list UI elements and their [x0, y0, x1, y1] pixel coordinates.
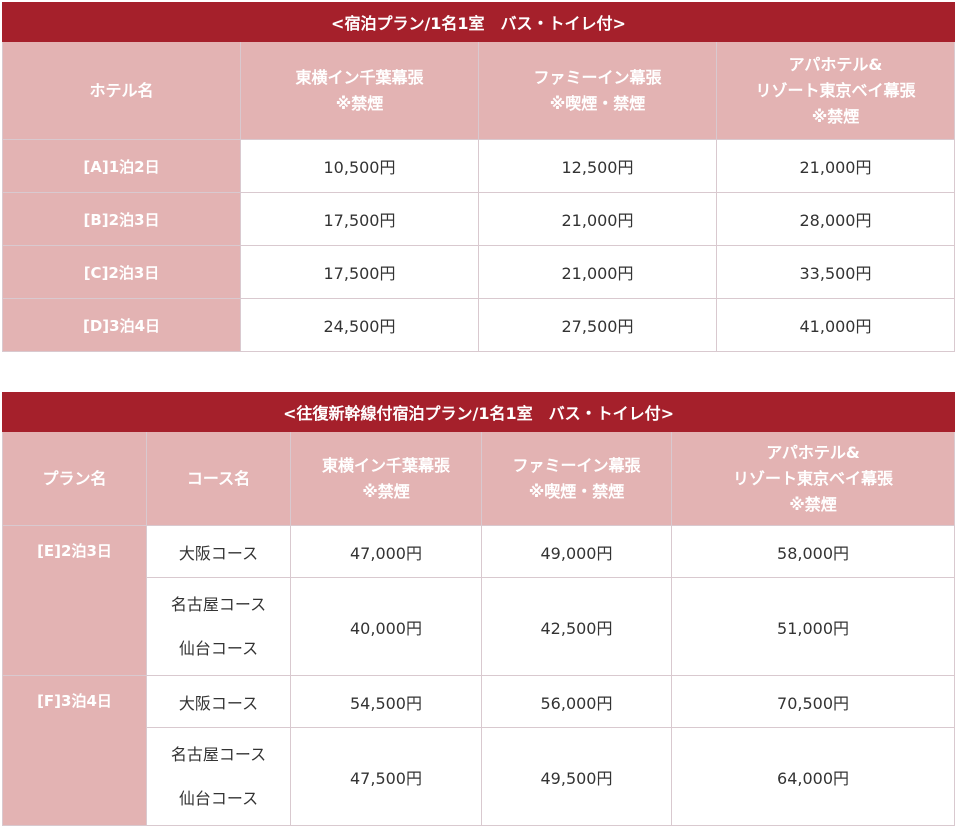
price-cell: 70,500円 [670, 675, 956, 728]
plan-label: [B]2泊3日 [2, 192, 241, 246]
course-name: 大阪コース [146, 675, 291, 728]
table-row: [F]3泊4日 大阪コース 54,500円 56,000円 70,500円 [2, 675, 956, 826]
price-cell: 41,000円 [716, 298, 955, 352]
price-cell: 56,000円 [481, 675, 672, 728]
price-cell: 21,000円 [716, 139, 955, 193]
hotel2-header: ファミーイン幕張 ※喫煙・禁煙 [481, 431, 672, 526]
table-row: [A]1泊2日 10,500円 12,500円 21,000円 [2, 139, 955, 193]
hotel1-note: ※禁煙 [335, 93, 384, 113]
plan-label: [A]1泊2日 [2, 139, 241, 193]
price-cell: 21,000円 [478, 245, 717, 299]
price-cell: 64,000円 [670, 727, 956, 826]
course-nagoya: 名古屋コース [170, 594, 267, 614]
hotel2-note: ※喫煙・禁煙 [549, 93, 646, 113]
table-row: [D]3泊4日 24,500円 27,500円 41,000円 [2, 298, 955, 352]
hotel1-note: ※禁煙 [362, 481, 410, 501]
hotel3-header: アパホテル& リゾート東京ベイ幕張 ※禁煙 [716, 41, 955, 140]
price-cell: 10,500円 [240, 139, 479, 193]
hotel1-name: 東横イン千葉幕張 [321, 455, 450, 475]
hotel1-header: 東横イン千葉幕張 ※禁煙 [290, 431, 482, 526]
price-cell: 12,500円 [478, 139, 717, 193]
shinkansen-plan-table: <往復新幹線付宿泊プラン/1名1室 バス・トイレ付> プラン名 コース名 東横イ… [1, 392, 956, 826]
table-row: [E]2泊3日 大阪コース 47,000円 49,000円 58,000円 [2, 525, 956, 676]
hotel-name-header: ホテル名 [2, 41, 241, 140]
lodging-plan-table: <宿泊プラン/1名1室 バス・トイレ付> ホテル名 東横イン千葉幕張 ※禁煙 フ… [2, 2, 955, 352]
price-cell: 51,000円 [670, 577, 956, 676]
hotel3-header: アパホテル& リゾート東京ベイ幕張 ※禁煙 [670, 431, 956, 526]
hotel3-name-line2: リゾート東京ベイ幕張 [733, 468, 894, 488]
price-cell: 40,000円 [290, 577, 482, 676]
hotel2-name: ファミーイン幕張 [533, 67, 662, 87]
price-cell: 27,500円 [478, 298, 717, 352]
table-row: [B]2泊3日 17,500円 21,000円 28,000円 [2, 192, 955, 246]
hotel3-note: ※禁煙 [811, 106, 860, 126]
hotel1-header: 東横イン千葉幕張 ※禁煙 [240, 41, 479, 140]
plan-label: [C]2泊3日 [2, 245, 241, 299]
price-cell: 17,500円 [240, 192, 479, 246]
price-cell: 47,500円 [290, 727, 482, 826]
course-name: 名古屋コース 仙台コース [146, 727, 291, 826]
course-name: 大阪コース [146, 525, 291, 578]
price-cell: 33,500円 [716, 245, 955, 299]
price-cell: 24,500円 [240, 298, 479, 352]
plan-label: [F]3泊4日 [2, 675, 147, 826]
hotel1-name: 東横イン千葉幕張 [295, 67, 424, 87]
plan-name-header: プラン名 [2, 431, 147, 526]
hotel2-note: ※喫煙・禁煙 [528, 481, 625, 501]
price-cell: 42,500円 [481, 577, 672, 676]
hotel2-name: ファミーイン幕張 [512, 455, 641, 475]
price-cell: 21,000円 [478, 192, 717, 246]
hotel3-note: ※禁煙 [789, 494, 837, 514]
lodging-plan-title: <宿泊プラン/1名1室 バス・トイレ付> [2, 2, 955, 42]
table-row: [C]2泊3日 17,500円 21,000円 33,500円 [2, 245, 955, 299]
course-name-header: コース名 [146, 431, 291, 526]
hotel3-name-line1: アパホテル& [766, 442, 860, 462]
hotel2-header: ファミーイン幕張 ※喫煙・禁煙 [478, 41, 717, 140]
course-nagoya: 名古屋コース [170, 744, 267, 764]
price-cell: 49,000円 [481, 525, 672, 578]
table-row: 名古屋コース 仙台コース 47,500円 49,500円 64,000円 [3, 727, 956, 826]
hotel3-name-line2: リゾート東京ベイ幕張 [755, 80, 916, 100]
course-name: 名古屋コース 仙台コース [146, 577, 291, 676]
price-cell: 28,000円 [716, 192, 955, 246]
course-sendai: 仙台コース [178, 788, 259, 808]
price-cell: 49,500円 [481, 727, 672, 826]
price-cell: 54,500円 [290, 675, 482, 728]
course-sendai: 仙台コース [178, 638, 259, 658]
shinkansen-plan-title: <往復新幹線付宿泊プラン/1名1室 バス・トイレ付> [1, 392, 956, 432]
hotel3-name-line1: アパホテル& [788, 54, 883, 74]
plan-label: [E]2泊3日 [2, 525, 147, 676]
plan-label: [D]3泊4日 [2, 298, 241, 352]
table-row: 名古屋コース 仙台コース 40,000円 42,500円 51,000円 [3, 577, 956, 676]
price-cell: 58,000円 [670, 525, 956, 578]
price-cell: 47,000円 [290, 525, 482, 578]
price-cell: 17,500円 [240, 245, 479, 299]
